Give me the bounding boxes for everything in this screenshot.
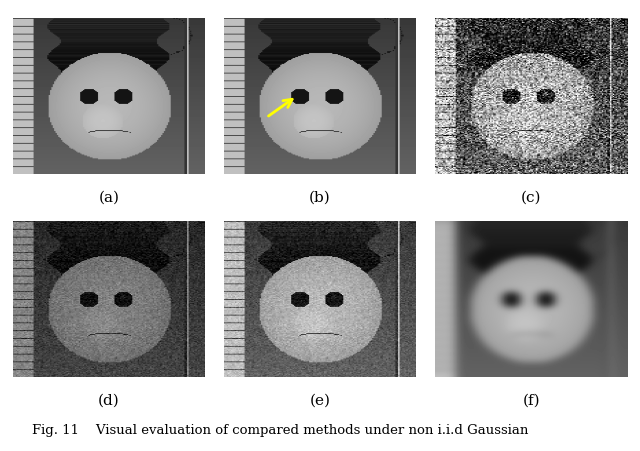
Text: (d): (d)	[98, 394, 120, 408]
Text: (f): (f)	[522, 394, 540, 408]
Text: (a): (a)	[99, 191, 119, 205]
Text: Fig. 11    Visual evaluation of compared methods under non i.i.d Gaussian: Fig. 11 Visual evaluation of compared me…	[32, 424, 529, 437]
Text: (e): (e)	[310, 394, 330, 408]
Text: (b): (b)	[309, 191, 331, 205]
Text: (c): (c)	[521, 191, 541, 205]
